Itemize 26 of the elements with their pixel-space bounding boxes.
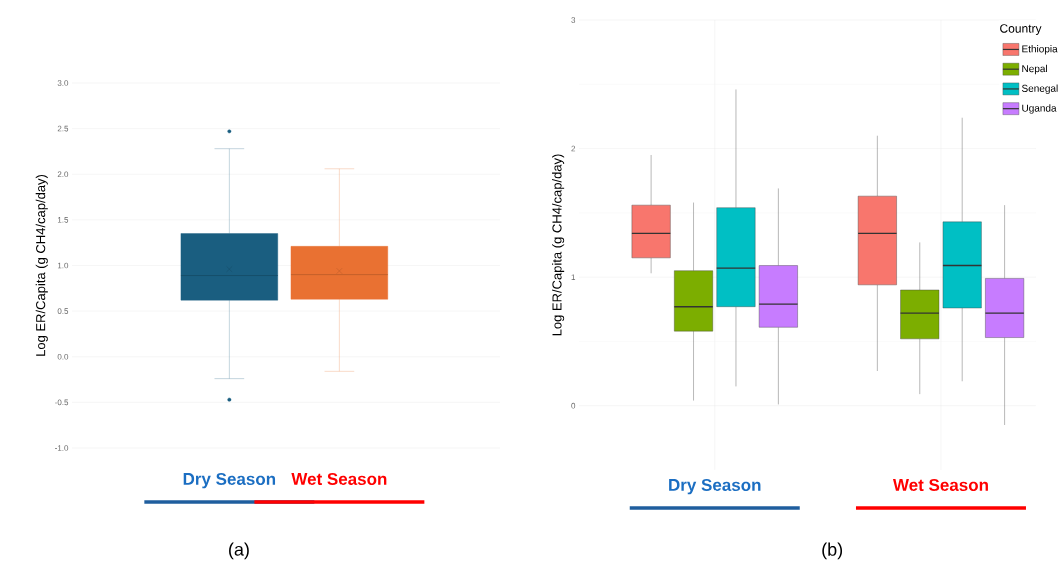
text: (b) [822,542,843,560]
y-tick-label: 1.5 [57,217,69,223]
x-tick-label: Dry Season [183,472,276,489]
y-axis-title: Log ER/Capita (g CH4/cap/day) [35,174,48,356]
y-tick-label: 2 [571,145,576,152]
legend-label: Ethiopia [1022,45,1058,55]
y-tick-label: 0.0 [57,353,69,360]
y-tick-label: 0.5 [57,308,69,314]
y-tick-label: 1.0 [57,262,69,269]
y-axis-title: Log ER/Capita (g CH4/cap/day) [552,154,565,336]
legend-label: Uganda [1022,104,1057,114]
y-tick-label: 3 [571,17,576,23]
y-tick-label: 2.5 [57,125,69,132]
x-tick-label: Wet Season [892,478,988,491]
y-tick-label: 3.0 [57,80,69,86]
legend-label: Senegal [1021,84,1058,94]
x-tick-label: Dry Season [669,478,761,495]
y-tick-label: 2.0 [57,171,69,178]
text: (a) [229,542,249,560]
x-tick-label: Wet Season [291,472,387,485]
y-tick-label: 0 [571,402,576,409]
y-tick-label: -1.0 [55,445,69,451]
legend-label: Nepal [1022,64,1047,75]
legend-title: Country [1000,24,1042,36]
y-tick-label: 1 [571,274,576,280]
y-tick-label: -0.5 [55,399,69,406]
